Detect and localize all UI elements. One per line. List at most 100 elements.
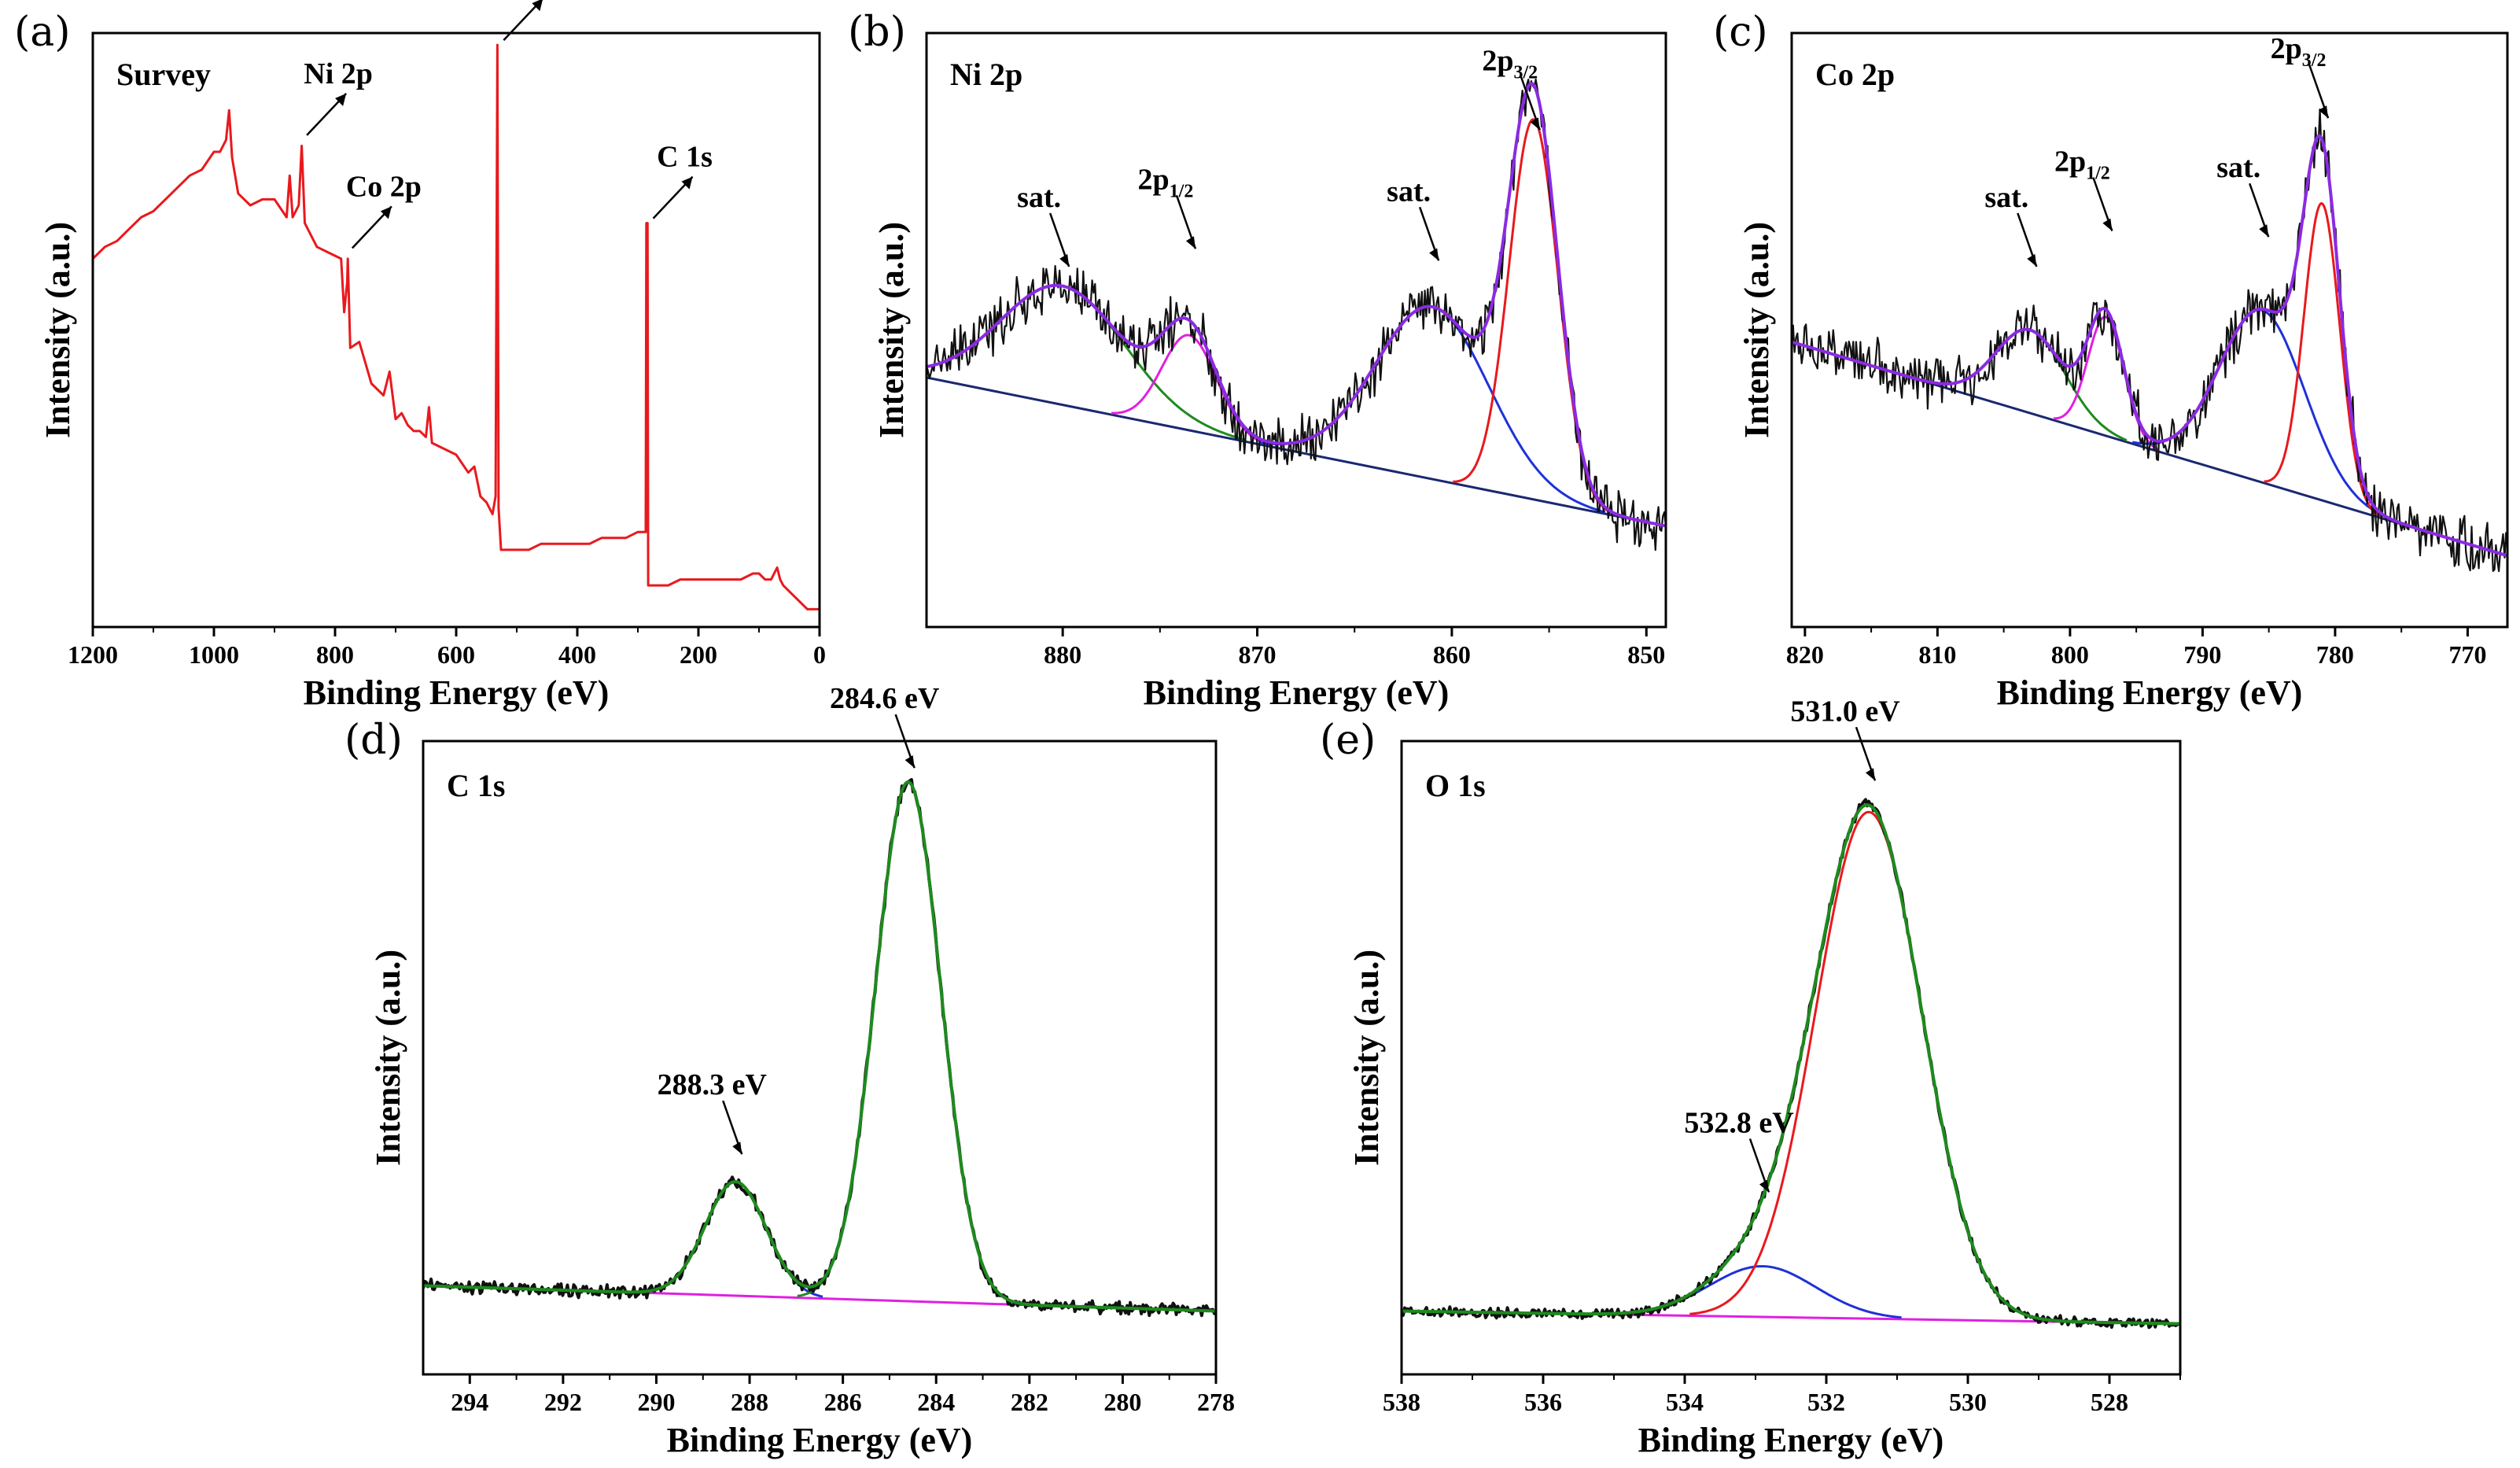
axes-frame — [1790, 31, 2509, 629]
arrow-head — [732, 1142, 742, 1155]
x-tick-label: 530 — [1949, 1388, 1987, 1416]
annotation-label: Co 2p — [346, 170, 422, 203]
annotations: 288.3 eV 284.6 eV — [658, 682, 940, 1155]
annotation-label: 532.8 eV — [1684, 1107, 1794, 1140]
x-tick-label: 280 — [1103, 1388, 1141, 1416]
arrow-head — [2319, 105, 2329, 119]
x-tick-label: 538 — [1383, 1388, 1420, 1416]
x-tick-label: 534 — [1666, 1388, 1704, 1416]
x-tick-label: 294 — [451, 1388, 488, 1416]
arrow-head — [2027, 253, 2037, 267]
peak-component — [1932, 328, 2128, 442]
annotation-label: sat. — [1984, 181, 2028, 214]
axes-frame — [1400, 740, 2182, 1376]
x-axis-label: Binding Energy (eV) — [667, 1421, 973, 1459]
x-tick-label: 528 — [2091, 1388, 2128, 1416]
x-axis-label: Binding Energy (eV) — [304, 673, 610, 712]
arrow-head — [380, 206, 392, 219]
arrow-head — [1059, 253, 1070, 267]
envelope-fit — [927, 82, 1666, 528]
arrow-head — [681, 176, 693, 190]
annotation-label: sat. — [2216, 151, 2260, 184]
panel-d: (d) C 1s Binding Energy (eV) Intensity (a.u… — [344, 682, 1235, 1459]
axes-frame — [422, 740, 1218, 1376]
raw-spectrum — [423, 778, 1216, 1318]
annotation-subscript: 3/2 — [1514, 62, 1538, 83]
x-ticks: 880 870 860 850 — [1044, 627, 1665, 669]
axes-frame — [91, 31, 821, 629]
annotation-label: 2p1/2 — [1138, 163, 1194, 201]
annotation-subscript: 3/2 — [2302, 50, 2327, 71]
panel-e: (e) O 1s Binding Energy (eV) Intensity (a.u… — [1320, 695, 2182, 1459]
peak-component — [927, 284, 1247, 441]
panel-title: Survey — [116, 57, 211, 92]
panel-title: Ni 2p — [950, 57, 1022, 92]
x-ticks: 820 810 800 790 780 770 — [1786, 627, 2486, 669]
x-tick-label: 292 — [544, 1388, 582, 1416]
panel-title: Co 2p — [1815, 57, 1895, 92]
panel-letter: (b) — [848, 9, 906, 56]
x-tick-label: 780 — [2316, 640, 2354, 669]
panel-letter: (e) — [1320, 717, 1376, 764]
annotations: 532.8 eV 531.0 eV — [1684, 695, 1900, 1193]
arrow-head — [2102, 218, 2113, 231]
annotation-label: 284.6 eV — [830, 682, 940, 715]
peak-component — [2264, 201, 2381, 518]
arrow-head — [1759, 1179, 1769, 1193]
arrow-head — [1530, 117, 1540, 131]
arrow-head — [2259, 224, 2269, 238]
panel-c: (c) Co 2p Binding Energy (eV) Intensity (a.… — [1713, 9, 2509, 712]
annotation-subscript: 1/2 — [1170, 181, 1194, 201]
plot-area-c — [1792, 108, 2507, 573]
plot-area-a — [93, 43, 820, 610]
x-axis-label: Binding Energy (eV) — [1144, 673, 1450, 712]
arrow-head — [532, 0, 543, 12]
panel-letter: (d) — [344, 717, 403, 764]
plot-area-b — [927, 78, 1666, 551]
raw-spectrum — [1402, 798, 2180, 1330]
arrow-head — [1185, 236, 1196, 249]
y-axis-label: Intensity (a.u.) — [39, 222, 77, 438]
annotation-label: 2p3/2 — [2271, 32, 2327, 71]
arrow-head — [1429, 248, 1439, 261]
panel-letter: (a) — [14, 9, 71, 56]
raw-spectrum — [1792, 108, 2507, 573]
x-tick-label: 282 — [1011, 1388, 1048, 1416]
x-tick-label: 536 — [1524, 1388, 1562, 1416]
annotation-label: 288.3 eV — [658, 1068, 768, 1101]
plot-area-e — [1402, 798, 2180, 1330]
y-axis-label: Intensity (a.u.) — [369, 950, 407, 1166]
x-tick-label: 400 — [558, 640, 596, 669]
x-tick-label: 850 — [1627, 640, 1665, 669]
peak-component — [1689, 810, 2048, 1322]
x-tick-label: 870 — [1239, 640, 1277, 669]
envelope-fit — [1402, 803, 2180, 1326]
x-tick-label: 800 — [316, 640, 354, 669]
envelope-fit — [1792, 135, 2507, 558]
x-tick-label: 880 — [1044, 640, 1081, 669]
x-tick-label: 200 — [680, 640, 717, 669]
x-tick-label: 288 — [731, 1388, 768, 1416]
series-line-survey — [93, 43, 820, 610]
annotations: sat. 2p1/2 sat. 2p3/2 — [1984, 32, 2330, 267]
plot-area-d — [423, 778, 1216, 1318]
annotation-label: C 1s — [657, 141, 713, 174]
arrow-head — [335, 93, 347, 106]
y-axis-label: Intensity (a.u.) — [1737, 222, 1776, 438]
peak-component — [797, 780, 1019, 1304]
annotation-subscript: 1/2 — [2086, 164, 2110, 184]
envelope-fit — [423, 780, 1216, 1313]
x-ticks: 538 536 534 532 530 528 — [1383, 1374, 2181, 1416]
annotation-label: 2p1/2 — [2054, 146, 2110, 184]
x-tick-label: 1200 — [68, 640, 118, 669]
x-tick-label: 286 — [824, 1388, 862, 1416]
annotation-label: 2p3/2 — [1482, 44, 1538, 83]
x-ticks: 294 292 290 288 286 284 282 280 278 — [451, 1374, 1235, 1416]
y-axis-label: Intensity (a.u.) — [872, 222, 911, 438]
peak-component — [1453, 118, 1615, 515]
x-tick-label: 532 — [1807, 1388, 1845, 1416]
annotation-label: sat. — [1387, 175, 1431, 208]
panel-letter: (c) — [1713, 9, 1768, 56]
